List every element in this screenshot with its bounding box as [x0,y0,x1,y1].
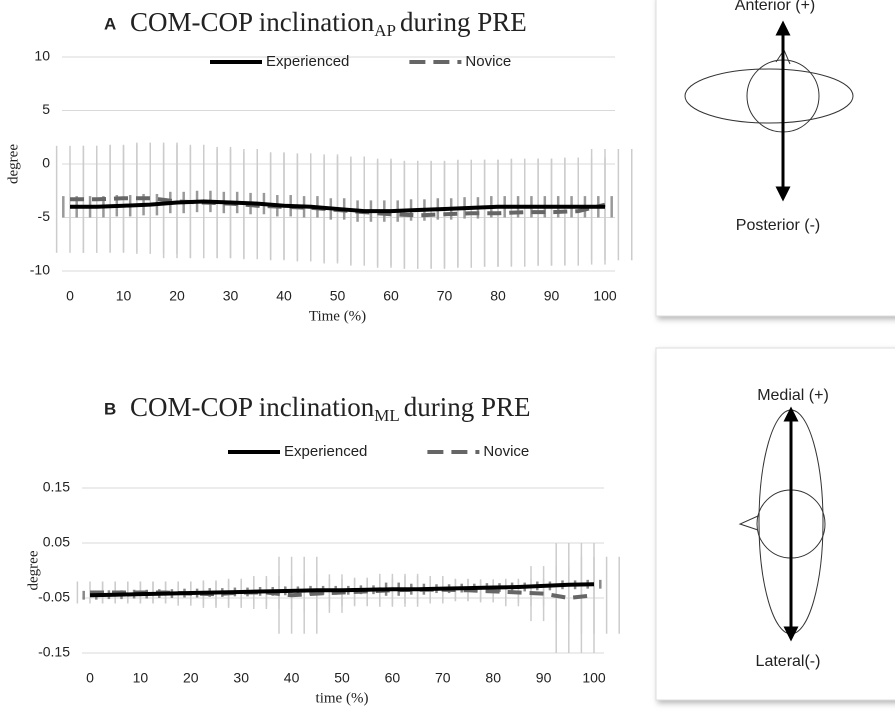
title-suffix: during PRE [404,392,531,422]
y-tick-label: 5 [42,101,50,117]
diagram-box [655,0,895,317]
legend-label: Experienced [266,53,349,70]
y-tick-label: -0.15 [38,644,70,660]
nose [738,515,759,531]
y-tick-label: -5 [38,208,51,224]
series-line [89,582,595,598]
diagram-ap: Anterior (+) Posterior (-) [655,0,895,317]
chart-title: COM-COP inclinationML during PRE [130,392,531,425]
series-line [70,199,605,214]
x-tick-label: 70 [435,670,451,686]
diagram-label: Medial (+) [757,387,829,404]
x-tick-label: 70 [437,288,453,304]
legend-label: Experienced [284,443,367,460]
title-subscript: ML [374,406,400,425]
x-tick-label: 90 [536,670,552,686]
x-tick-label: 10 [133,670,149,686]
diagram-label: Lateral(-) [756,653,821,670]
x-tick-label: 30 [223,288,239,304]
diagram-label: Anterior (+) [735,0,815,14]
diagram-label: Posterior (-) [736,217,820,234]
x-tick-label: 30 [233,670,249,686]
x-tick-label: 0 [66,288,74,304]
x-tick-label: 40 [276,288,292,304]
foot-shape [684,68,854,124]
legend-label: Novice [483,443,529,460]
x-tick-label: 40 [284,670,300,686]
x-tick-label: 50 [330,288,346,304]
x-tick-label: 80 [490,288,506,304]
x-tick-label: 100 [593,288,617,304]
title-main: COM-COP inclination [130,7,375,37]
x-tick-label: 60 [385,670,401,686]
y-axis-label: degree [5,144,21,184]
title-suffix: during PRE [400,7,527,37]
x-tick-label: 100 [582,670,606,686]
x-tick-label: 90 [544,288,560,304]
y-tick-label: 0.15 [43,479,70,495]
x-tick-label: 80 [485,670,501,686]
legend-label: Novice [465,53,511,70]
panel-label: A [104,14,116,33]
diagram-ml: Medial (+) Lateral(-) [655,347,895,701]
chart-title: COM-COP inclinationAP during PRE [130,7,527,40]
y-tick-label: -10 [30,262,50,278]
x-tick-label: 10 [116,288,132,304]
panel-label: B [104,399,116,418]
title-subscript: AP [374,21,396,40]
y-tick-label: -0.05 [38,589,70,605]
y-tick-label: 0 [42,155,50,171]
x-tick-label: 20 [169,288,185,304]
diagram-box [655,347,895,701]
y-tick-label: 0.05 [43,534,70,550]
y-tick-label: 10 [34,48,50,64]
x-tick-label: 60 [383,288,399,304]
series-line [90,587,595,601]
title-main: COM-COP inclination [130,392,375,422]
x-tick-label: 20 [183,670,199,686]
x-tick-label: 0 [86,670,94,686]
x-axis-label: Time (%) [309,308,366,324]
x-axis-label: time (%) [316,690,369,706]
x-tick-label: 50 [334,670,350,686]
y-axis-label: degree [25,550,41,590]
